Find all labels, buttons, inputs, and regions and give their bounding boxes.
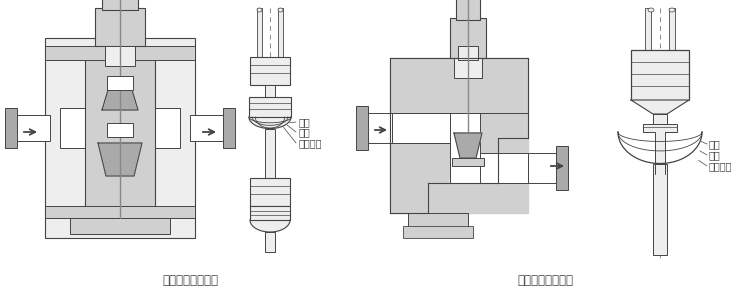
Bar [60, 108, 180, 148]
Text: 线性: 线性 [299, 127, 311, 137]
Text: 双座调节阀结构图: 双座调节阀结构图 [162, 274, 218, 286]
Bar [102, 0, 138, 10]
Bar [45, 46, 195, 60]
Bar [190, 115, 225, 141]
Bar [70, 218, 170, 234]
Bar [653, 114, 667, 124]
Bar [45, 38, 195, 238]
Ellipse shape [648, 8, 654, 12]
Bar [450, 18, 486, 58]
Bar [265, 128, 275, 178]
Bar [528, 153, 556, 183]
Bar [645, 8, 651, 50]
Bar [15, 115, 50, 141]
Bar [250, 178, 290, 206]
Polygon shape [250, 220, 290, 232]
Bar [365, 113, 392, 143]
Bar [655, 132, 665, 183]
Bar [480, 153, 528, 183]
Bar [390, 113, 450, 143]
Bar [653, 164, 667, 255]
Text: 等百分比: 等百分比 [709, 161, 733, 171]
Text: 快开: 快开 [299, 117, 311, 127]
Polygon shape [390, 58, 528, 213]
Bar [250, 57, 290, 85]
Polygon shape [102, 90, 138, 110]
Polygon shape [631, 100, 689, 114]
Bar [95, 8, 145, 46]
Bar [403, 226, 473, 238]
Bar [278, 8, 283, 58]
Bar [454, 58, 482, 78]
Ellipse shape [278, 8, 283, 12]
Bar [408, 213, 468, 228]
Bar [249, 97, 291, 117]
Bar [250, 206, 290, 220]
Bar [107, 123, 133, 137]
Bar [85, 58, 155, 208]
Bar [107, 76, 133, 90]
Polygon shape [618, 132, 702, 164]
Bar [643, 124, 677, 132]
Bar [257, 8, 262, 58]
Bar [450, 113, 480, 183]
Text: 快开: 快开 [709, 139, 721, 149]
Bar [669, 8, 675, 50]
Text: 线性: 线性 [709, 150, 721, 160]
Bar [5, 108, 17, 148]
Text: 等百分比: 等百分比 [299, 138, 322, 148]
Polygon shape [98, 143, 142, 176]
Bar [105, 46, 135, 66]
Bar [452, 158, 484, 166]
Bar [456, 0, 480, 20]
Ellipse shape [669, 8, 675, 12]
Bar [223, 108, 235, 148]
Bar [458, 46, 478, 60]
Bar [265, 85, 275, 97]
Bar [356, 106, 368, 150]
Polygon shape [454, 133, 482, 158]
Bar [631, 50, 689, 100]
Ellipse shape [257, 8, 262, 12]
Text: 单座调节阀结构图: 单座调节阀结构图 [517, 274, 573, 286]
Bar [45, 206, 195, 218]
Polygon shape [249, 117, 291, 128]
Bar [265, 232, 275, 252]
Bar [556, 146, 568, 190]
Polygon shape [450, 162, 510, 183]
